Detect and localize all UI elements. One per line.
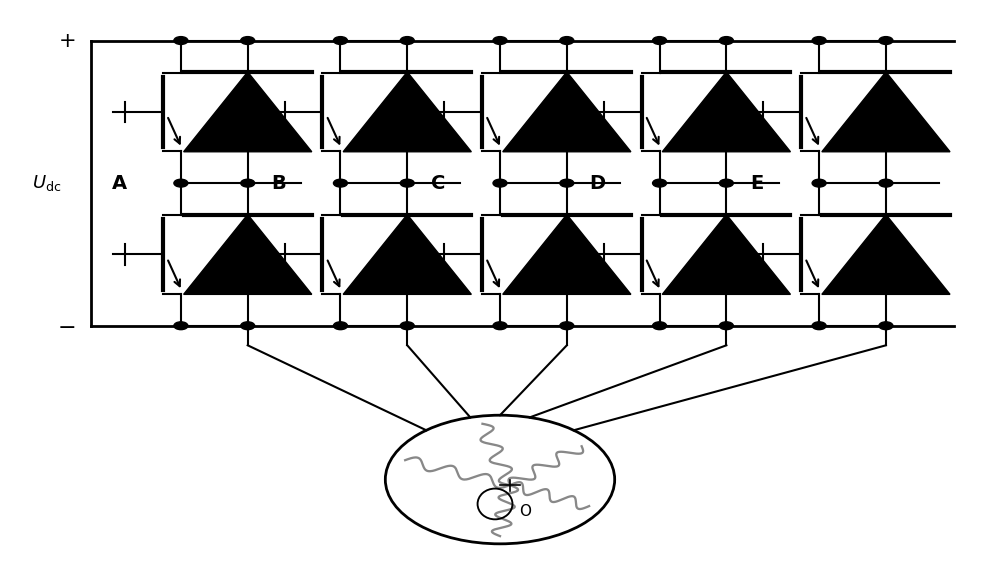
Circle shape [333,179,347,187]
Circle shape [812,179,826,187]
Circle shape [493,179,507,187]
Text: $-$: $-$ [57,316,75,336]
Text: O: O [519,504,531,519]
Circle shape [241,37,255,44]
Polygon shape [184,72,312,152]
Circle shape [653,37,667,44]
Text: $U_{\rm dc}$: $U_{\rm dc}$ [32,173,61,193]
Circle shape [653,179,667,187]
Circle shape [333,37,347,44]
Circle shape [400,322,414,330]
Circle shape [174,37,188,44]
Circle shape [493,37,507,44]
Circle shape [174,322,188,330]
Circle shape [812,322,826,330]
Polygon shape [343,215,471,294]
Circle shape [241,322,255,330]
Circle shape [879,179,893,187]
Circle shape [174,179,188,187]
Circle shape [719,37,733,44]
Circle shape [493,322,507,330]
Circle shape [241,179,255,187]
Polygon shape [662,215,790,294]
Polygon shape [503,72,631,152]
Text: D: D [590,174,606,193]
Polygon shape [343,72,471,152]
Polygon shape [503,215,631,294]
Text: E: E [751,174,764,193]
Circle shape [560,37,574,44]
Circle shape [560,179,574,187]
Text: A: A [111,174,127,193]
Circle shape [879,322,893,330]
Circle shape [719,322,733,330]
Text: B: B [271,174,286,193]
Polygon shape [184,215,312,294]
Polygon shape [662,72,790,152]
Circle shape [560,322,574,330]
Circle shape [812,37,826,44]
Polygon shape [822,215,950,294]
Polygon shape [822,72,950,152]
Circle shape [333,322,347,330]
Text: $+$: $+$ [58,30,75,51]
Circle shape [719,179,733,187]
Circle shape [400,37,414,44]
Circle shape [879,37,893,44]
Circle shape [400,179,414,187]
Circle shape [653,322,667,330]
Text: C: C [431,174,445,193]
